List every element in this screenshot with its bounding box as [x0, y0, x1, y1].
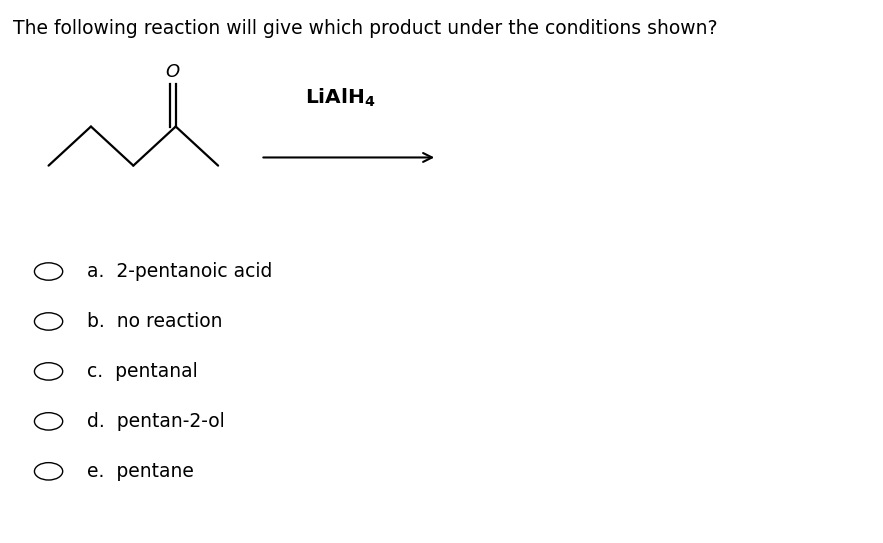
- Text: a.  2-pentanoic acid: a. 2-pentanoic acid: [87, 262, 272, 281]
- Text: e.  pentane: e. pentane: [87, 462, 193, 481]
- Text: O: O: [166, 63, 179, 81]
- Text: The following reaction will give which product under the conditions shown?: The following reaction will give which p…: [13, 19, 718, 38]
- Text: $\mathregular{LiAlH_4}$: $\mathregular{LiAlH_4}$: [305, 86, 375, 109]
- Text: c.  pentanal: c. pentanal: [87, 362, 197, 381]
- Text: b.  no reaction: b. no reaction: [87, 312, 222, 331]
- Text: d.  pentan-2-ol: d. pentan-2-ol: [87, 412, 224, 431]
